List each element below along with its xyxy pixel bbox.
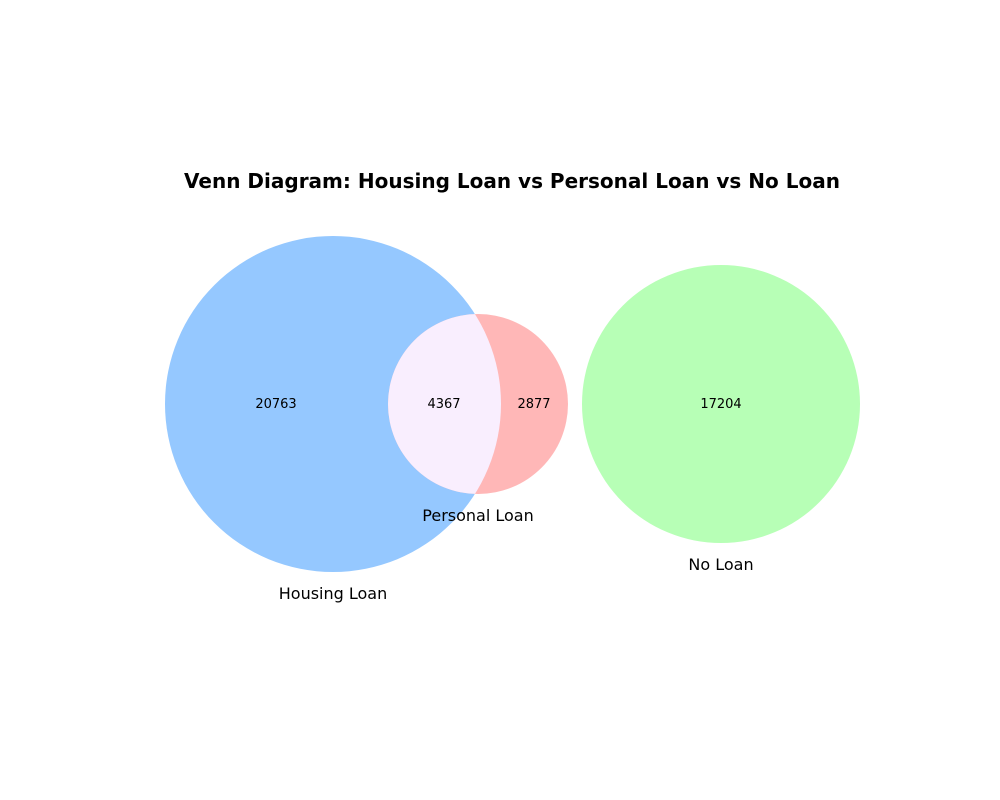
personal-only-count: 2877 bbox=[517, 397, 550, 412]
housing-loan-circle bbox=[165, 236, 501, 572]
personal-loan-label: Personal Loan bbox=[422, 506, 533, 525]
housing-personal-count: 4367 bbox=[427, 397, 460, 412]
housing-only-count: 20763 bbox=[255, 397, 296, 412]
no-loan-label: No Loan bbox=[688, 555, 753, 574]
housing-loan-label: Housing Loan bbox=[279, 584, 388, 603]
diagram-title: Venn Diagram: Housing Loan vs Personal L… bbox=[184, 169, 840, 193]
no-loan-circle bbox=[582, 265, 860, 543]
housing-personal-intersection bbox=[388, 314, 501, 494]
no-loan-count: 17204 bbox=[700, 397, 741, 412]
